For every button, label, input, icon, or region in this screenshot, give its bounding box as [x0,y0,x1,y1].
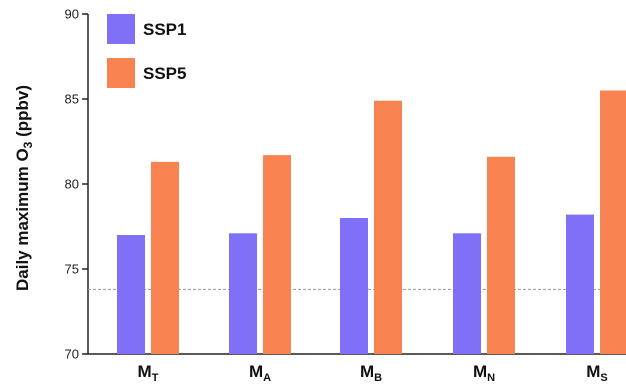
bar-ssp5-4 [487,156,515,354]
bar-ssp1-2 [229,233,257,354]
bar-ssp1-4 [453,233,481,354]
bar-ssp1-1 [117,235,145,354]
bar-ssp5-2 [263,155,291,354]
x-category-label: MN [473,362,495,384]
y-tick-label: 75 [65,262,79,277]
legend-swatch-ssp5 [107,58,135,88]
y-tick-label: 90 [65,7,79,22]
x-category-label: MA [249,362,271,384]
y-tick-label: 70 [65,347,79,362]
bar-ssp5-1 [151,161,179,354]
y-tick-label: 80 [65,177,79,192]
bar-ssp5-5 [600,90,626,354]
bar-ssp1-3 [340,218,368,354]
x-category-label: MS [586,362,608,384]
legend-label-ssp1: SSP1 [143,20,186,39]
legend-label-ssp5: SSP5 [143,64,186,83]
x-category-label: MB [360,362,382,384]
bar-ssp5-3 [374,100,402,354]
legend-swatch-ssp1 [107,14,135,44]
y-tick-label: 85 [65,92,79,107]
y-axis-title: Daily maximum O3 (ppbv) [13,85,35,291]
bar-ssp1-5 [566,214,594,354]
x-category-label: MT [138,362,159,384]
